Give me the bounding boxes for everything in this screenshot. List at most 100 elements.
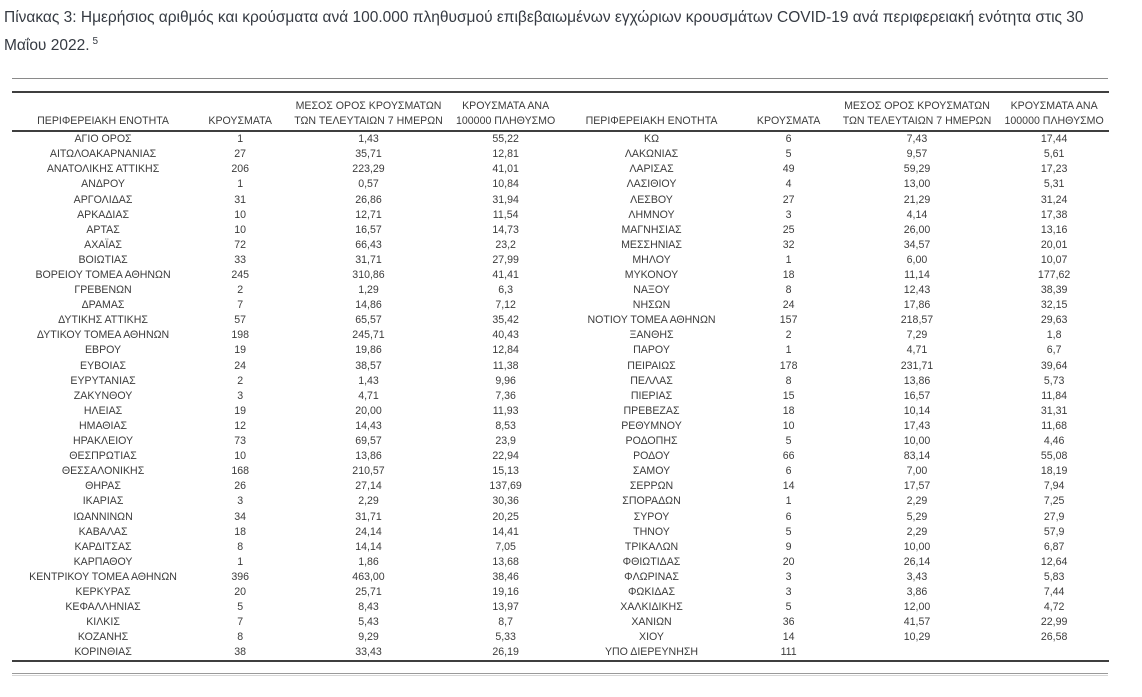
region-name-cell: ΡΟΔΟΥ: [633, 450, 670, 463]
value-cell: 31,24: [1040, 193, 1068, 206]
table-row: ΑΡΤΑΣ 10 16,57 14,73 ΜΑΓΝΗΣΙΑΣ 25 26,00 13,16: [12, 223, 1109, 238]
value-cell: 11,84: [1041, 389, 1067, 402]
value-cell: 40,43: [492, 329, 519, 342]
value-cell: 168: [231, 465, 249, 478]
value-cell: 7,43: [906, 133, 928, 146]
region-name-cell: ΑΝΔΡΟΥ: [81, 178, 125, 191]
value-cell: 22,94: [492, 450, 519, 463]
value-cell: 14: [782, 480, 795, 493]
region-name-cell: ΣΥΡΟΥ: [633, 510, 670, 523]
region-name-cell: ΧΑΝΙΩΝ: [631, 616, 672, 629]
value-cell: 12,43: [903, 284, 931, 297]
value-cell: 8: [785, 374, 792, 387]
value-cell: 19,16: [492, 585, 519, 598]
table-row: ΑΝΔΡΟΥ 1 0,57 10,84 ΛΑΣΙΘΙΟΥ 4 13,00 5,31: [12, 177, 1109, 192]
value-cell: 35,71: [355, 148, 382, 161]
table-title-text: Πίνακας 3: Ημερήσιος αριθμός και κρούσμα…: [4, 9, 1084, 55]
value-cell: 10,00: [903, 540, 931, 553]
value-cell: 3,43: [906, 570, 928, 583]
value-cell: 14,14: [355, 540, 382, 553]
value-cell: 38,57: [355, 359, 382, 372]
value-cell: 59,29: [903, 163, 931, 176]
region-name-cell: ΖΑΚΥΝΘΟΥ: [73, 389, 133, 402]
region-name-cell: ΚΟΡΙΝΘΙΑΣ: [74, 646, 132, 659]
value-cell: 20,25: [492, 510, 519, 523]
value-cell: 23,2: [495, 238, 516, 251]
value-cell: 7,00: [906, 465, 928, 478]
value-cell: 231,71: [900, 359, 934, 372]
value-cell: 8: [237, 631, 244, 644]
region-name-cell: ΚΕΡΚΥΡΑΣ: [75, 585, 131, 598]
value-cell: 10,07: [1040, 253, 1068, 266]
value-cell: 6: [785, 465, 792, 478]
value-cell: 3: [237, 495, 244, 508]
region-name-cell: ΘΕΣΠΡΩΤΙΑΣ: [69, 450, 137, 463]
value-cell: 49: [782, 163, 795, 176]
value-cell: 11,38: [492, 359, 519, 372]
value-cell: 31: [234, 193, 247, 206]
column-header-right-2: ΜΕΣΟΣ ΟΡΟΣ ΚΡΟΥΣΜΑΤΩΝ ΤΩΝ ΤΕΛΕΥΤΑΙΩΝ 7 Η…: [842, 100, 992, 127]
region-name-cell: ΑΧΑΪΑΣ: [84, 238, 122, 251]
value-cell: 17,43: [903, 419, 931, 432]
table-row: ΑΧΑΪΑΣ 72 66,43 23,2 ΜΕΣΣΗΝΙΑΣ 32 34,57 20,01: [12, 238, 1109, 253]
value-cell: 396: [231, 570, 249, 583]
value-cell: 5: [785, 525, 792, 538]
table-row: ΑΙΤΩΛΟΑΚΑΡΝΑΝΙΑΣ 27 35,71 12,81 ΛΑΚΩΝΙΑΣ 5 9,5…: [12, 147, 1109, 162]
value-cell: 206: [231, 163, 249, 176]
region-name-cell: ΑΡΚΑΔΙΑΣ: [77, 208, 129, 221]
table-row: ΔΥΤΙΚΗΣ ΑΤΤΙΚΗΣ 57 65,57 35,42 ΝΟΤΙΟΥ ΤΟΜΕΑ …: [12, 313, 1109, 328]
value-cell: 17,38: [1040, 208, 1068, 221]
value-cell: 73: [234, 435, 247, 448]
region-name-cell: ΚΕΝΤΡΙΚΟΥ ΤΟΜΕΑ ΑΘΗΝΩΝ: [29, 570, 177, 583]
value-cell: 5: [237, 601, 244, 614]
value-cell: 12,84: [492, 344, 519, 357]
table-row: ΚΟΡΙΝΘΙΑΣ 38 33,43 26,19 ΥΠΟ ΔΙΕΡΕΥΝΗΣΗ 111: [12, 645, 1109, 661]
value-cell: 69,57: [355, 435, 382, 448]
value-cell: 20,00: [355, 404, 382, 417]
value-cell: 137,69: [489, 480, 522, 493]
table-row: ΙΩΑΝΝΙΝΩΝ 34 31,71 20,25 ΣΥΡΟΥ 6 5,29 27,9: [12, 510, 1109, 525]
value-cell: 3: [785, 208, 792, 221]
value-cell: 3: [785, 570, 792, 583]
region-name-cell: ΤΡΙΚΑΛΩΝ: [624, 540, 679, 553]
value-cell: 10: [782, 419, 795, 432]
value-cell: 12: [234, 419, 247, 432]
value-cell: 463,00: [352, 570, 385, 583]
value-cell: 27,9: [1043, 510, 1065, 523]
column-header-left-3: ΚΡΟΥΣΜΑΤΑ ΑΝΑ 100000 ΠΛΗΘΥΣΜΟ: [456, 100, 556, 127]
value-cell: 31,71: [355, 253, 382, 266]
value-cell: 34,57: [903, 238, 931, 251]
table-row: ΒΟΙΩΤΙΑΣ 33 31,71 27,99 ΜΗΛΟΥ 1 6,00 10,07: [12, 253, 1109, 268]
region-name-cell: ΚΑΡΠΑΘΟΥ: [73, 555, 133, 568]
region-name-cell: ΗΛΕΙΑΣ: [83, 404, 123, 417]
region-name-cell: ΠΕΛΛΑΣ: [630, 374, 673, 387]
value-cell: 7,05: [495, 540, 516, 553]
title-divider-rule: [12, 78, 1108, 80]
region-name-cell: ΧΑΛΚΙΔΙΚΗΣ: [620, 601, 683, 614]
value-cell: 5,83: [1043, 570, 1065, 583]
table-row: ΚΕΡΚΥΡΑΣ 20 25,71 19,16 ΦΩΚΙΔΑΣ 3 3,86 7,44: [12, 585, 1109, 600]
value-cell: 1,86: [358, 555, 379, 568]
value-cell: 19: [234, 404, 247, 417]
region-name-cell: ΦΩΚΙΔΑΣ: [627, 585, 676, 598]
value-cell: 17,44: [1040, 133, 1068, 146]
table-row: ΒΟΡΕΙΟΥ ΤΟΜΕΑ ΑΘΗΝΩΝ 245 310,86 41,41 ΜΥΚΟΝΟ…: [12, 268, 1109, 283]
value-cell: 19: [234, 344, 247, 357]
value-cell: 15: [782, 389, 795, 402]
table-row: ΗΜΑΘΙΑΣ 12 14,43 8,53 ΡΕΘΥΜΝΟΥ 10 17,43 11,68: [12, 419, 1109, 434]
region-name-cell: ΕΥΒΟΙΑΣ: [80, 359, 127, 372]
value-cell: 2: [237, 284, 244, 297]
region-name-cell: ΙΚΑΡΙΑΣ: [82, 495, 124, 508]
column-header-right-3: ΚΡΟΥΣΜΑΤΑ ΑΝΑ 100000 ΠΛΗΘΥΣΜΟ: [1004, 100, 1104, 127]
value-cell: 4,71: [358, 389, 379, 402]
value-cell: 9,57: [906, 148, 928, 161]
value-cell: 210,57: [352, 465, 385, 478]
region-name-cell: ΣΠΟΡΑΔΩΝ: [622, 495, 681, 508]
region-name-cell: ΛΑΚΩΝΙΑΣ: [624, 148, 679, 161]
value-cell: 3: [785, 585, 792, 598]
region-name-cell: ΓΡΕΒΕΝΩΝ: [74, 284, 132, 297]
table-row: ΘΕΣΠΡΩΤΙΑΣ 10 13,86 22,94 ΡΟΔΟΥ 66 83,14 55,08: [12, 449, 1109, 464]
value-cell: 10,84: [492, 178, 519, 191]
value-cell: 29,63: [1040, 314, 1068, 327]
